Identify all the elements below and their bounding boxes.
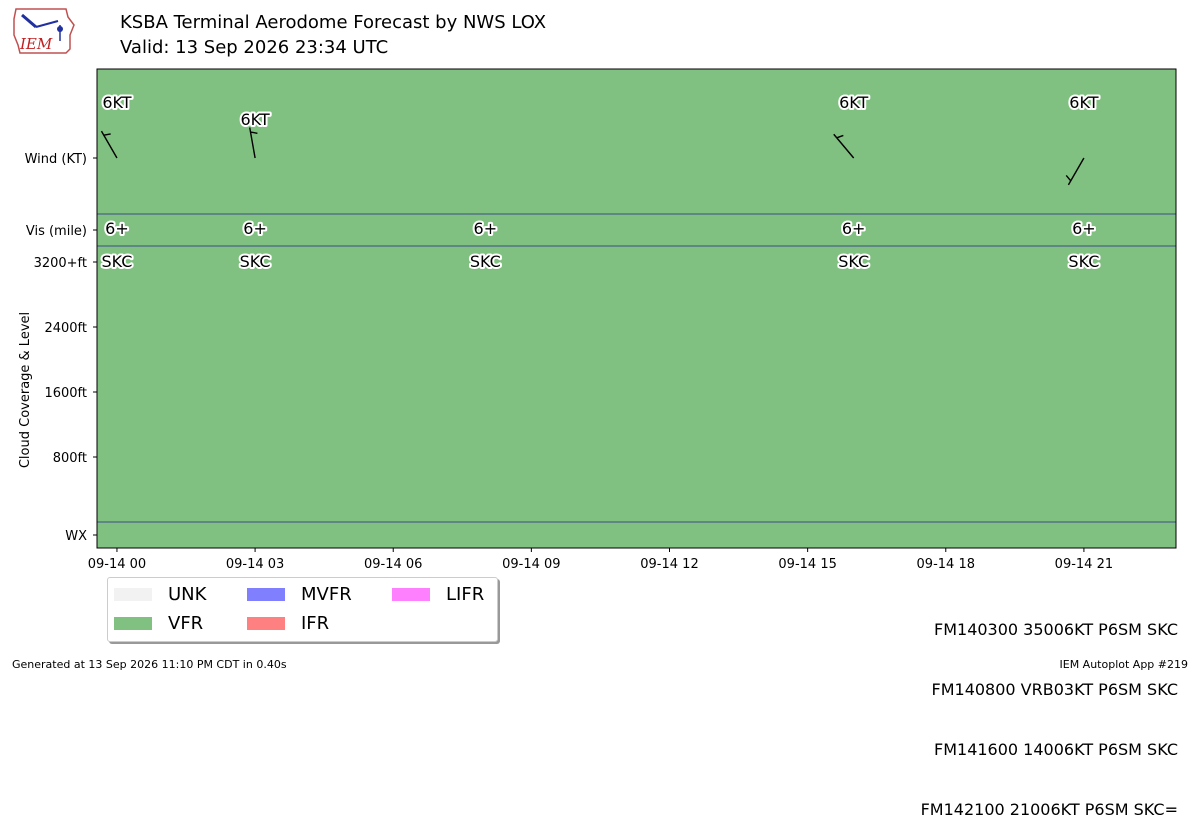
y-tick-label: 1600ft [44, 386, 87, 401]
legend-label: IFR [301, 613, 330, 634]
legend-label: MVFR [301, 584, 352, 605]
y-tick-label: 800ft [53, 451, 87, 466]
taf-text: FM140300 35006KT P6SM SKC FM140800 VRB03… [921, 580, 1178, 840]
cloud-label-halo: SKC [101, 252, 132, 271]
taf-chart: Wind (KT) Vis (mile) 3200+ft 2400ft 1600ft 80… [18, 68, 1177, 572]
wind-label: 6KT [839, 93, 868, 112]
visibility-label: 6+ [105, 219, 129, 238]
x-tick-label: 09-14 15 [778, 557, 836, 572]
visibility-label-halo: 6+ [842, 219, 866, 238]
wind-label-halo: 6KT [839, 93, 868, 112]
visibility-label: 6+ [842, 219, 866, 238]
cloud-label-halo: SKC [240, 252, 271, 271]
taf-line: FM140800 VRB03KT P6SM SKC [931, 680, 1179, 699]
x-tick-label: 09-14 18 [917, 557, 975, 572]
app-note: IEM Autoplot App #219 [1059, 658, 1189, 671]
cloud-label-halo: SKC [1068, 252, 1099, 271]
x-tick-label: 09-14 00 [88, 557, 146, 572]
x-tick-label: 09-14 03 [226, 557, 284, 572]
wind-barb-flag [1065, 175, 1072, 182]
legend: UNK VFR MVFR IFR LIFR [107, 577, 498, 642]
x-tick-label: 09-14 21 [1055, 557, 1113, 572]
visibility-label: 6+ [474, 219, 498, 238]
y-tick-label: WX [65, 529, 87, 544]
legend-label: VFR [168, 613, 204, 634]
taf-line: FM141600 14006KT P6SM SKC [934, 740, 1178, 759]
visibility-label: 6+ [1072, 219, 1096, 238]
wind-label-halo: 6KT [1069, 93, 1098, 112]
y-axis-label: Cloud Coverage & Level [18, 312, 33, 468]
visibility-label-halo: 6+ [105, 219, 129, 238]
taf-line: FM140300 35006KT P6SM SKC [934, 620, 1178, 639]
iem-logo: IEM [13, 8, 75, 54]
legend-swatch [392, 588, 430, 601]
legend-label: UNK [168, 584, 207, 605]
taf-line: FM142100 21006KT P6SM SKC= [920, 800, 1178, 819]
visibility-label: 6+ [243, 219, 267, 238]
cloud-label: SKC [470, 252, 501, 271]
wind-label: 6KT [102, 93, 131, 112]
wind-label: 6KT [1069, 93, 1098, 112]
y-tick-label: Vis (mile) [26, 224, 87, 239]
visibility-label-halo: 6+ [1072, 219, 1096, 238]
chart-title: KSBA Terminal Aerodome Forecast by NWS L… [120, 12, 547, 33]
cloud-label-halo: SKC [470, 252, 501, 271]
plot-background [97, 69, 1176, 548]
generated-note: Generated at 13 Sep 2026 11:10 PM CDT in… [12, 658, 287, 671]
wind-label-halo: 6KT [102, 93, 131, 112]
x-tick-label: 09-14 12 [640, 557, 698, 572]
visibility-label-halo: 6+ [243, 219, 267, 238]
y-tick-label: 2400ft [44, 321, 87, 336]
svg-text:IEM: IEM [19, 35, 53, 53]
wind-barb-flag [836, 134, 844, 139]
y-tick-label: 3200+ft [34, 256, 87, 271]
legend-swatch [247, 617, 285, 630]
legend-label: LIFR [446, 584, 485, 605]
cloud-label: SKC [101, 252, 132, 271]
wind-barb-flag [103, 133, 111, 136]
visibility-label-halo: 6+ [474, 219, 498, 238]
legend-swatch [247, 588, 285, 601]
wind-barb-flag [250, 131, 258, 134]
cloud-label-halo: SKC [838, 252, 869, 271]
legend-swatch [114, 617, 152, 630]
chart-subtitle: Valid: 13 Sep 2026 23:34 UTC [120, 37, 389, 58]
x-tick-label: 09-14 06 [364, 557, 422, 572]
wind-label-halo: 6KT [240, 110, 269, 129]
cloud-label: SKC [240, 252, 271, 271]
plot-frame [96, 68, 1177, 549]
cloud-label: SKC [838, 252, 869, 271]
wind-label: 6KT [240, 110, 269, 129]
legend-swatch [114, 588, 152, 601]
x-tick-label: 09-14 09 [502, 557, 560, 572]
cloud-label: SKC [1068, 252, 1099, 271]
y-tick-label: Wind (KT) [25, 152, 87, 167]
